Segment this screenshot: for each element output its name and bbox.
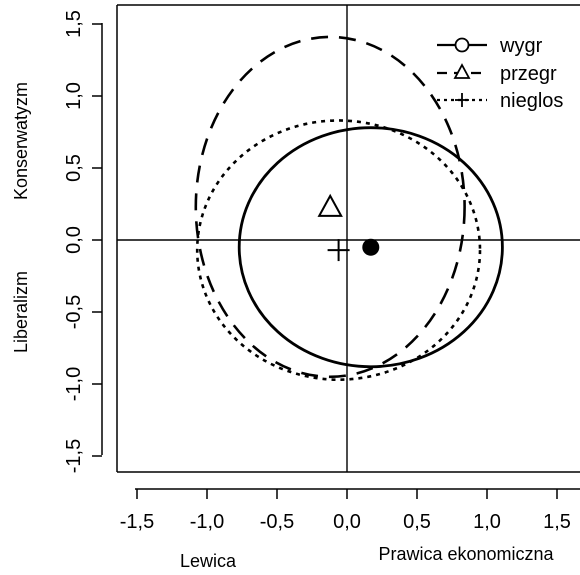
- x-label-left: Lewica: [180, 551, 237, 571]
- ellipse-wygr: [237, 126, 504, 369]
- legend-label-nieglos: nieglos: [500, 90, 563, 112]
- x-tick-label: 0,5: [403, 511, 431, 533]
- legend-marker-przegr: [453, 63, 471, 79]
- y-label-bottom: Liberalizm: [11, 271, 31, 353]
- point-wygr: [362, 238, 380, 256]
- x-tick-label: -0,5: [260, 511, 294, 533]
- legend-marker-nieglos: [455, 93, 469, 107]
- ellipse-nieglos: [195, 119, 482, 381]
- y-tick-label: 0,0: [63, 226, 85, 254]
- point-przegr: [317, 193, 343, 217]
- y-label-top: Konserwatyzm: [11, 82, 31, 200]
- ellipse-przegr: [194, 35, 466, 379]
- y-tick-label: -0,5: [63, 295, 85, 329]
- x-tick-label: 0,0: [333, 511, 361, 533]
- x-tick-label: -1,5: [120, 511, 154, 533]
- x-label-right: Prawica ekonomiczna: [378, 544, 554, 564]
- legend-label-wygr: wygr: [499, 35, 543, 57]
- legend: wygr przegr nieglos: [437, 35, 563, 112]
- y-tick-label: 0,5: [63, 154, 85, 182]
- y-tick-label: -1,0: [63, 367, 85, 401]
- y-tick-label: 1,5: [63, 10, 85, 38]
- y-tick-label: -1,5: [63, 439, 85, 473]
- x-tick-label: 1,0: [473, 511, 501, 533]
- legend-marker-wygr: [454, 37, 470, 53]
- point-nieglos: [327, 239, 350, 262]
- y-tick-label: 1,0: [63, 82, 85, 110]
- legend-label-przegr: przegr: [500, 63, 557, 85]
- x-tick-label: -1,0: [190, 511, 224, 533]
- x-tick-label: 1,5: [543, 511, 571, 533]
